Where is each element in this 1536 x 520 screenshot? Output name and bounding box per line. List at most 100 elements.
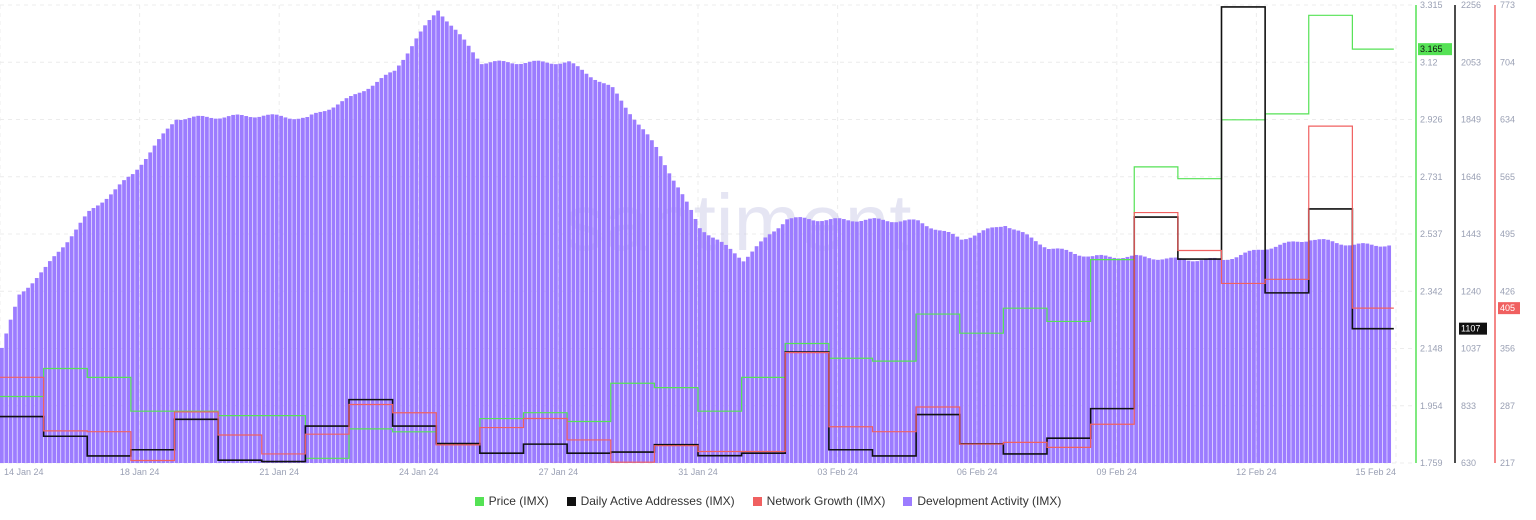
dev-activity-bar [1190,261,1195,463]
axis-tick-label: 2053 [1461,57,1481,67]
axis-tick-label: 2.148 [1420,344,1443,354]
dev-activity-bar [741,261,746,463]
dev-activity-bar [985,228,990,463]
dev-activity-bar [4,333,9,463]
dev-activity-bar [1378,246,1383,463]
dev-activity-bar [375,81,379,464]
dev-activity-bar [453,29,458,464]
dev-activity-bar [645,134,650,463]
dev-activity-bar [863,219,868,463]
dev-activity-bar [301,117,305,464]
dev-activity-bar [1099,254,1104,463]
dev-activity-bar [235,114,240,464]
legend-item-network-growth[interactable]: Network Growth (IMX) [752,494,885,508]
dev-activity-bar [458,34,462,463]
dev-activity-bar [532,60,536,464]
dev-activity-bar [872,218,877,463]
dev-activity-bar [309,114,314,463]
dev-activity-bar [837,218,842,463]
dev-activity-bar [1077,255,1082,463]
dev-activity-bar [117,184,122,463]
dev-activity-bar [1147,258,1152,463]
dev-activity-bar [266,114,270,464]
axis-tick-label: 287 [1500,401,1515,411]
dev-activity-bar [602,83,606,464]
dev-activity-bar [876,218,881,463]
dev-activity-bar [1112,257,1117,463]
dev-activity-bar [1029,237,1034,463]
dev-activity-bar [519,63,523,464]
x-tick-label: 06 Feb 24 [957,467,998,477]
development-activity-bars [0,10,1392,464]
dev-activity-bar [170,124,174,464]
dev-activity-bar [244,116,249,464]
dev-activity-bar [335,104,340,464]
dev-activity-bar [405,53,410,464]
dev-activity-bar [575,66,580,464]
axis-tick-label: 1037 [1461,344,1481,354]
dev-activity-bar [1273,246,1278,463]
dev-activity-bar [331,107,336,464]
dev-activity-bar [392,70,397,463]
dev-activity-bar [1204,258,1208,463]
dev-activity-bar [711,237,715,463]
dev-activity-bar [584,73,589,463]
dev-activity-bar [850,221,855,463]
legend-label-daa: Daily Active Addresses (IMX) [580,494,735,508]
dev-activity-bar [964,239,968,463]
x-tick-label: 03 Feb 24 [817,467,858,477]
dev-activity-bar [1348,245,1352,463]
dev-activity-bar [693,218,698,463]
dev-activity-bar [698,228,702,463]
dev-activity-bar [802,217,807,463]
dev-activity-bar [370,85,375,463]
dev-activity-bar [1156,259,1160,463]
dev-activity-bar [990,227,995,463]
axis-tick-label: 2256 [1461,0,1481,10]
dev-activity-bar [737,257,742,463]
dev-activity-bar [1007,228,1012,463]
dev-activity-bar [597,81,602,463]
dev-activity-bar [52,256,57,463]
dev-activity-bar [549,63,554,463]
dev-activity-bar [479,64,484,464]
axis-tick-label: 2.926 [1420,115,1443,125]
dev-activity-bar [1321,239,1326,463]
dev-activity-bar [1073,253,1077,463]
legend-item-daa[interactable]: Daily Active Addresses (IMX) [566,494,735,508]
current-value-badge [1418,43,1452,56]
dev-activity-bar [1138,255,1143,463]
dev-activity-bar [610,87,615,464]
dev-activity-bar [1012,229,1016,463]
series-lines [0,6,1394,463]
legend-label-price: Price (IMX) [488,494,549,508]
dev-activity-bar [1286,241,1291,463]
dev-activity-bar [122,180,126,463]
x-tick-label: 09 Feb 24 [1097,467,1138,477]
dev-activity-bar [641,129,646,463]
dev-activity-bar [47,261,52,463]
dev-activity-bar [951,233,955,463]
dev-activity-bar [161,133,166,463]
dev-activity-bar [78,222,83,463]
dev-activity-bar [261,115,266,464]
dev-activity-bar [1282,242,1287,463]
x-tick-label: 18 Jan 24 [120,467,160,477]
dev-activity-bar [87,210,92,463]
axis-tick-label: 634 [1500,115,1515,125]
dev-activity-bar [750,251,755,463]
dev-activity-bar [571,63,576,463]
legend-item-dev-activity[interactable]: Development Activity (IMX) [903,494,1061,508]
legend-item-price[interactable]: Price (IMX) [474,494,549,508]
axis-tick-label: 356 [1500,344,1515,354]
axis-tick-label: 833 [1461,401,1476,411]
dev-activity-bar [43,266,48,463]
dev-activity-bar [841,219,846,463]
legend-swatch-network-growth [752,496,762,506]
dev-activity-bar [1090,256,1095,463]
dev-activity-bar [1121,258,1125,463]
dev-activity-bar [684,201,689,463]
dev-activity-bar [567,61,571,463]
dev-activity-bar [593,79,598,464]
dev-activity-bar [314,112,318,463]
